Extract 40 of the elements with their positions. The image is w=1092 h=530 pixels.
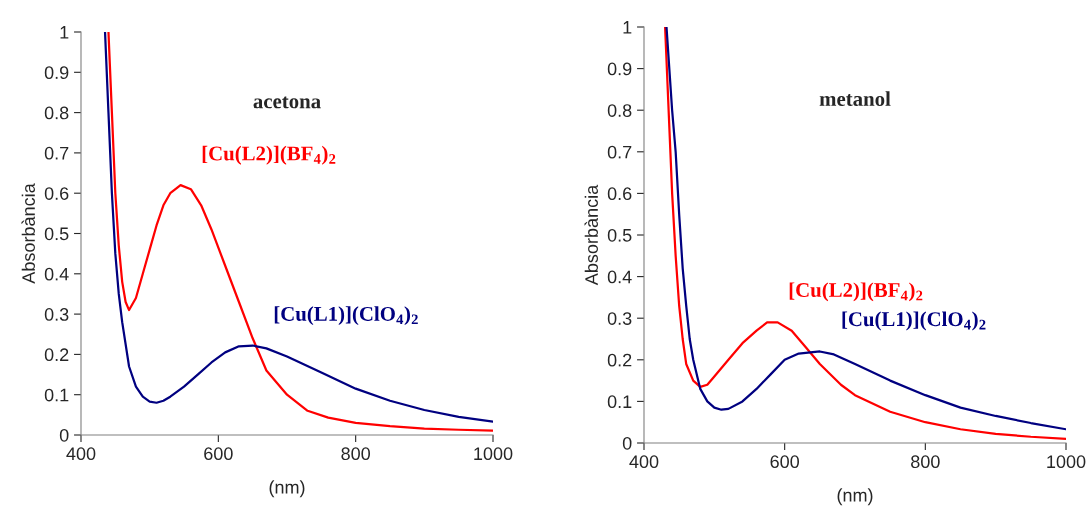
x-tick-label: 1000 [1047,455,1086,469]
y-tick-label: 0.2 [44,348,69,362]
y-tick-label: 0.3 [607,312,632,325]
y-tick-label: 0.3 [44,308,69,321]
y-tick-label: 1 [60,26,69,39]
y-tick-label: 0.2 [607,353,632,367]
y-tick-label: 0.5 [44,227,69,241]
x-axis-title: (nm) [269,480,305,498]
x-tick-label: 800 [911,455,940,469]
y-tick-label: 0.9 [607,62,632,76]
y-tick-label: 0.9 [44,66,69,80]
series-label: [Cu(L1)](ClO$_{4}$)$_{2}$ [842,311,986,331]
y-tick-label: 0.6 [607,187,632,201]
x-tick-label: 400 [66,447,96,461]
y-tick-label: 0.4 [607,270,632,284]
y-tick-label: 0.4 [44,267,69,281]
y-tick-label: 0.8 [607,104,632,117]
x-tick-label: 800 [341,447,371,461]
y-tick-label: 0.1 [44,388,69,402]
text: acetona [253,96,321,109]
x-tick-label: 600 [770,455,800,469]
y-tick-label: 0.6 [44,187,69,200]
series-label: [Cu(L1)](ClO$_{4}$)$_{2}$ [274,306,418,326]
x-axis-title: (nm) [837,488,873,506]
series-label: [Cu(L2)](BF$_{4}$)$_{2}$ [789,282,923,302]
text: metanol [819,91,891,106]
y-tick-label: 1 [623,21,632,34]
x-tick-label: 1000 [474,447,513,461]
series-label: [Cu(L2)](BF$_{4}$)$_{2}$ [202,145,336,165]
y-tick-label: 0.5 [607,228,632,242]
y-axis-title: Absorbància [21,183,35,284]
x-tick-label: 400 [629,455,659,469]
x-tick-label: 600 [204,447,233,461]
y-tick-label: 0 [622,436,632,450]
y-tick-label: 0.8 [44,106,69,120]
y-tick-label: 0 [59,428,69,442]
y-tick-label: 0.7 [607,145,632,159]
y-axis-title: Absorbància [584,184,598,286]
y-tick-label: 0.7 [44,146,69,160]
y-tick-label: 0.1 [607,395,632,409]
